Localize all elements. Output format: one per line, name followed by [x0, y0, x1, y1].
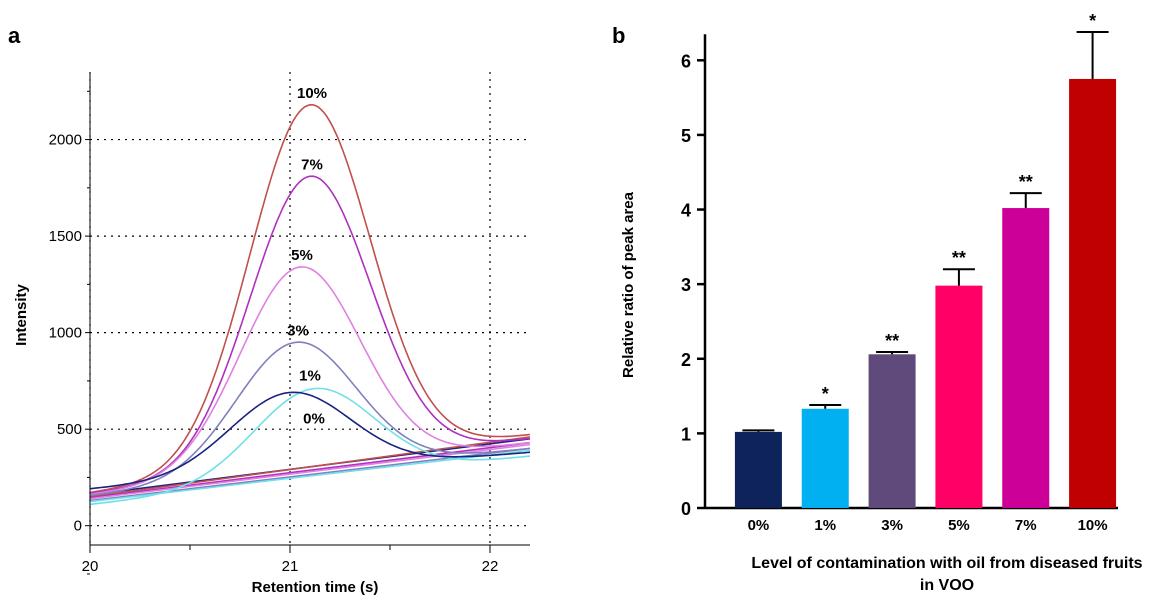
panel-a-curve-label: 1% — [299, 368, 321, 385]
panel-b-significance-marker: ** — [1019, 172, 1033, 192]
panel-a-baseline — [89, 436, 531, 498]
panel-a-x-tick-label: 22 — [482, 558, 499, 575]
panel-b: b 0 1 2 3 4 5 6 0% 1% * 3% ** 5% ** 7% ** 10% * Relative… — [612, 11, 1143, 594]
panel-b-significance-marker: ** — [952, 248, 966, 268]
panel-b-category-label: 7% — [1015, 517, 1037, 534]
panel-b-significance-marker: * — [822, 384, 829, 404]
panel-b-bar-5pct — [935, 285, 983, 508]
panel-b-x-axis-title-line2: in VOO — [920, 577, 974, 594]
panel-b-y-axis-title: Relative ratio of peak area — [620, 191, 637, 378]
panel-b-bar-1pct — [801, 408, 849, 508]
panel-b-significance-marker: * — [1089, 11, 1096, 31]
panel-b-letter: b — [612, 23, 625, 48]
panel-a-curve-label: 7% — [301, 156, 323, 173]
panel-b-bar-7pct — [1002, 208, 1050, 509]
panel-b-y-tick-label: 5 — [681, 126, 691, 146]
panel-a-curve-labels: 10% 7% 5% 3% 1% 0% — [287, 85, 327, 428]
panel-a-y-tick-label: 2000 — [49, 132, 82, 149]
panel-a-curve-label: 3% — [287, 322, 309, 339]
panel-b-category-label: 3% — [881, 517, 903, 534]
panel-a-y-axis-title: Intensity — [13, 284, 30, 346]
panel-b-bar-0pct — [734, 431, 782, 508]
panel-a-curves — [89, 104, 531, 506]
panel-b-y-tick-label: 4 — [681, 201, 691, 221]
panel-b-y-tick-label: 3 — [681, 275, 691, 295]
panel-a-letter: a — [8, 23, 21, 48]
panel-a-y-tick-label: 1000 — [49, 325, 82, 342]
panel-b-category-label: 10% — [1078, 517, 1108, 534]
panel-a-x-tick-label: 21 — [282, 558, 299, 575]
panel-b-bars: 0% 1% * 3% ** 5% ** 7% ** 10% * — [734, 11, 1117, 534]
panel-b-category-label: 1% — [814, 517, 836, 534]
panel-b-significance-marker: ** — [885, 331, 899, 351]
panel-a-curve-label: 0% — [303, 410, 325, 427]
panel-a: a 0 500 1000 1500 2000 20 21 22 10% 7% 5% 3% 1% 0% R… — [8, 23, 531, 596]
panel-a-curve-0pct — [89, 391, 531, 490]
panel-b-bar-10pct — [1069, 78, 1117, 508]
panel-a-curve-10pct — [89, 104, 531, 494]
panel-a-x-tick-label: 20 — [82, 558, 99, 575]
panel-a-curve-5pct — [89, 266, 531, 496]
panel-a-curve-1pct — [89, 387, 531, 506]
panel-b-x-axis-title-line1: Level of contamination with oil from dis… — [751, 555, 1142, 572]
panel-a-y-tick-label: 1500 — [49, 228, 82, 245]
panel-b-category-label: 5% — [948, 517, 970, 534]
panel-b-y-tick-label: 2 — [681, 350, 691, 370]
panel-b-bar-3pct — [868, 354, 916, 508]
panel-b-y-tick-label: 1 — [681, 424, 691, 444]
panel-a-x-axis-title: Retention time (s) — [252, 579, 379, 596]
panel-a-curve-label: 5% — [291, 247, 313, 264]
panel-b-y-tick-label: 6 — [681, 51, 691, 71]
panel-b-category-label: 0% — [748, 517, 770, 534]
panel-a-baseline — [89, 443, 531, 500]
panel-a-axes: 0 500 1000 1500 2000 20 21 22 — [49, 72, 530, 575]
panel-a-curve-label: 10% — [297, 85, 327, 102]
panel-a-curve-3pct — [89, 341, 531, 497]
panel-a-y-tick-label: 500 — [57, 421, 82, 438]
panel-b-y-tick-label: 0 — [681, 499, 691, 519]
panel-a-baseline — [89, 441, 531, 499]
panel-a-y-tick-label: 0 — [74, 518, 82, 535]
